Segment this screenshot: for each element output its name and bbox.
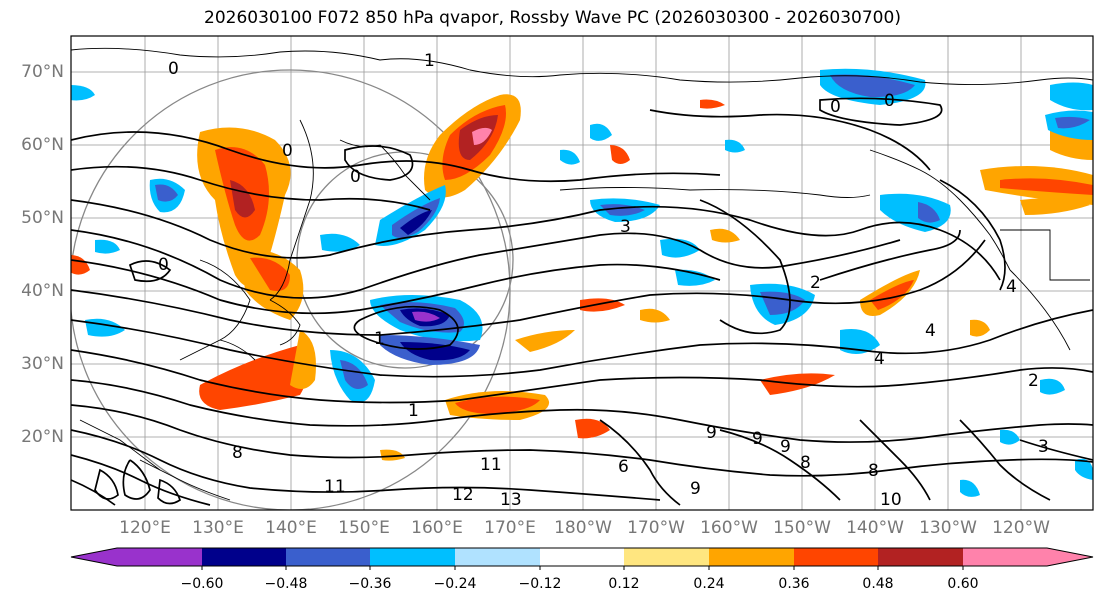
colorbar-tick-label: −0.24 — [433, 576, 477, 592]
lon-label: 130°E — [192, 518, 244, 538]
contour-label: 13 — [500, 490, 522, 510]
contour-label: 3 — [620, 217, 631, 237]
qvapor-shading — [71, 68, 1093, 497]
colorbar-outline — [70, 547, 1094, 567]
contour-label: 2 — [810, 273, 821, 293]
contour-label: 0 — [168, 59, 179, 79]
contour-label: 9 — [690, 479, 701, 499]
colorbar-tick-label: −0.60 — [180, 576, 224, 592]
contours — [71, 97, 1093, 506]
colorbar-segment — [963, 548, 1047, 566]
lon-label: 170°W — [627, 518, 685, 538]
colorbar-segment — [709, 548, 794, 566]
colorbar-segment — [624, 548, 709, 566]
colorbar-tick-label: −0.12 — [518, 576, 562, 592]
lat-label: 50°N — [21, 208, 64, 228]
lon-label: 160°W — [700, 518, 758, 538]
colorbar-segment — [117, 548, 202, 566]
lon-label: 160°E — [411, 518, 463, 538]
colorbar-tick-label: 0.12 — [608, 576, 640, 592]
colorbar-tick-label: 0.60 — [947, 576, 979, 592]
colorbar-segment — [202, 548, 286, 566]
colorbar-tick-label: 0.36 — [778, 576, 810, 592]
contour-label: 0 — [282, 141, 293, 161]
lon-label: 120°E — [119, 518, 171, 538]
contour-label: 0 — [158, 255, 169, 275]
contour-label: 1 — [424, 51, 435, 71]
colorbar-extend-high — [1047, 548, 1093, 566]
lat-label: 60°N — [21, 135, 64, 155]
lat-label: 70°N — [21, 62, 64, 82]
contour-label: 1 — [374, 329, 385, 349]
contour-label: 8 — [800, 453, 811, 473]
lon-label: 170°E — [484, 518, 536, 538]
lon-label: 150°W — [773, 518, 831, 538]
contour-label-group: 0 1 0 0 0 0 0 3 2 4 4 4 2 3 1 1 9 9 9 8 … — [158, 51, 1049, 510]
lon-label: 140°W — [846, 518, 904, 538]
lon-label: 130°W — [919, 518, 977, 538]
contour-label: 6 — [618, 457, 629, 477]
colorbar-segment — [455, 548, 540, 566]
contour-label: 2 — [1028, 371, 1039, 391]
colorbar-tick-label: −0.36 — [348, 576, 392, 592]
colorbar-tick-label: −0.48 — [264, 576, 308, 592]
colorbar-segment — [794, 548, 878, 566]
colorbar-segment — [878, 548, 963, 566]
contour-label: 1 — [408, 401, 419, 421]
contour-label: 0 — [884, 91, 895, 111]
colorbar-extend-low — [71, 548, 117, 566]
colorbar-tick-label: 0.48 — [862, 576, 894, 592]
colorbar-tick-label: 0.24 — [693, 576, 725, 592]
lon-label: 180°W — [554, 518, 612, 538]
contour-label: 8 — [868, 461, 879, 481]
contour-label: 9 — [752, 429, 763, 449]
contour-label: 8 — [232, 443, 243, 463]
contour-label: 11 — [324, 477, 346, 497]
contour-label: 9 — [780, 437, 791, 457]
contour-label: 12 — [452, 485, 474, 505]
lon-label: 150°E — [338, 518, 390, 538]
contour-label: 4 — [1006, 277, 1017, 297]
map-title: 2026030100 F072 850 hPa qvapor, Rossby W… — [204, 8, 901, 28]
contour-label: 9 — [706, 423, 717, 443]
contour-label: 0 — [350, 167, 361, 187]
colorbar-segment — [370, 548, 455, 566]
lon-label: 120°W — [992, 518, 1050, 538]
lat-label: 30°N — [21, 354, 64, 374]
contour-label: 10 — [880, 490, 902, 510]
contour-label: 4 — [925, 321, 936, 341]
contour-label: 3 — [1038, 437, 1049, 457]
contour-label: 0 — [830, 97, 841, 117]
colorbar — [70, 547, 1094, 570]
lon-label: 140°E — [265, 518, 317, 538]
lat-label: 20°N — [21, 427, 64, 447]
map-frame — [70, 35, 1094, 511]
contour-label: 4 — [874, 349, 885, 369]
contour-label: 11 — [480, 455, 502, 475]
lat-label: 40°N — [21, 281, 64, 301]
colorbar-segment — [286, 548, 370, 566]
colorbar-segment — [540, 548, 624, 566]
